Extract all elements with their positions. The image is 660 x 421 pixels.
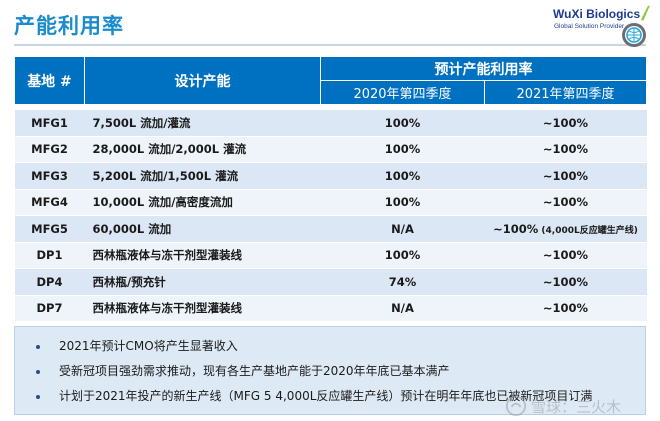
q4-2021-note: (4,000L反应罐生产线) bbox=[538, 225, 638, 236]
capacity-table: 基地 # 设计产能 预计产能利用率 2020年第四季度 2021年第四季度 MF… bbox=[14, 56, 647, 322]
design-cell: 西林瓶液体与冻干剂型灌装线 bbox=[84, 242, 321, 269]
q4-2020-cell: N/A bbox=[320, 295, 485, 322]
q4-2021-cell: ~100% bbox=[484, 189, 647, 216]
q4-2020-cell: 100% bbox=[320, 242, 485, 269]
site-cell: MFG1 bbox=[14, 109, 85, 137]
bullet-dot-icon bbox=[36, 345, 40, 349]
list-item: 2021年预计CMO将产生显著收入 bbox=[15, 337, 645, 357]
col-header-site: 基地 # bbox=[14, 56, 85, 105]
bullet-dot-icon bbox=[36, 370, 40, 374]
table-row: DP1 西林瓶液体与冻干剂型灌装线 100% ~100% bbox=[14, 242, 647, 269]
title-divider bbox=[14, 44, 646, 46]
q4-2020-cell: 100% bbox=[320, 189, 485, 216]
table-row: MFG4 10,000L 流加/高密度流加 100% ~100% bbox=[14, 189, 647, 216]
q4-2020-cell: 74% bbox=[320, 268, 485, 296]
q4-2021-cell: ~100% bbox=[484, 268, 647, 296]
design-cell: 60,000L 流加 bbox=[84, 215, 321, 243]
watermark-text: 雪球：三火木 bbox=[531, 398, 622, 416]
notes-box: 2021年预计CMO将产生显著收入 受新冠项目强劲需求推动，现有各生产基地产能于… bbox=[14, 326, 646, 415]
logo-name: WuXi Biologics bbox=[553, 7, 641, 21]
snowball-watermark-icon bbox=[505, 395, 527, 417]
q4-2021-cell: ~100% bbox=[484, 136, 647, 163]
col-header-design: 设计产能 bbox=[84, 56, 321, 105]
q4-2020-cell: 100% bbox=[320, 136, 485, 163]
q4-2021-cell: ~100% bbox=[484, 242, 647, 269]
bullet-dot-icon bbox=[36, 395, 40, 399]
col-header-utilization: 预计产能利用率 bbox=[320, 56, 647, 81]
logo-accent-icon bbox=[640, 5, 650, 21]
note-text: 受新冠项目强劲需求推动，现有各生产基地产能于2020年年底已基本满产 bbox=[59, 364, 450, 378]
note-text: 计划于2021年投产的新生产线（MFG 5 4,000L反应罐生产线）预计在明年… bbox=[59, 389, 593, 403]
q4-2020-cell: 100% bbox=[320, 109, 485, 137]
design-cell: 7,500L 流加/灌流 bbox=[84, 109, 321, 137]
company-logo: WuXi Biologics Global Solution Provider bbox=[553, 4, 657, 48]
table-row: MFG3 5,200L 流加/1,500L 灌流 100% ~100% bbox=[14, 162, 647, 190]
list-item: 计划于2021年投产的新生产线（MFG 5 4,000L反应罐生产线）预计在明年… bbox=[15, 387, 645, 407]
globe-in-circle-icon bbox=[622, 23, 646, 47]
design-cell: 28,000L 流加/2,000L 灌流 bbox=[84, 136, 321, 163]
q4-2021-cell: ~100% bbox=[484, 162, 647, 190]
design-cell: 西林瓶/预充针 bbox=[84, 268, 321, 296]
q4-2021-cell: ~100% bbox=[484, 109, 647, 137]
site-cell: DP1 bbox=[14, 242, 85, 269]
watermark: 雪球：三火木 bbox=[505, 393, 655, 419]
site-cell: MFG3 bbox=[14, 162, 85, 190]
logo-tagline: Global Solution Provider bbox=[554, 23, 625, 30]
table-row: DP4 西林瓶/预充针 74% ~100% bbox=[14, 268, 647, 296]
col-header-q4-2020: 2020年第四季度 bbox=[320, 80, 485, 105]
list-item: 受新冠项目强劲需求推动，现有各生产基地产能于2020年年底已基本满产 bbox=[15, 362, 645, 382]
q4-2020-cell: N/A bbox=[320, 215, 485, 243]
site-cell: DP4 bbox=[14, 268, 85, 296]
q4-2020-cell: 100% bbox=[320, 162, 485, 190]
site-cell: DP7 bbox=[14, 295, 85, 322]
table-row: MFG2 28,000L 流加/2,000L 灌流 100% ~100% bbox=[14, 136, 647, 163]
col-header-q4-2021: 2021年第四季度 bbox=[484, 80, 647, 105]
q4-2021-cell: ~100% (4,000L反应罐生产线) bbox=[484, 215, 647, 243]
page-title: 产能利用率 bbox=[14, 14, 124, 38]
design-cell: 5,200L 流加/1,500L 灌流 bbox=[84, 162, 321, 190]
site-cell: MFG2 bbox=[14, 136, 85, 163]
design-cell: 10,000L 流加/高密度流加 bbox=[84, 189, 321, 216]
site-cell: MFG5 bbox=[14, 215, 85, 243]
table-row: MFG1 7,500L 流加/灌流 100% ~100% bbox=[14, 109, 647, 137]
table-row: MFG5 60,000L 流加 N/A ~100% (4,000L反应罐生产线) bbox=[14, 215, 647, 243]
note-text: 2021年预计CMO将产生显著收入 bbox=[59, 339, 238, 353]
table-row: DP7 西林瓶液体与冻干剂型灌装线 N/A ~100% bbox=[14, 295, 647, 322]
site-cell: MFG4 bbox=[14, 189, 85, 216]
q4-2021-cell: ~100% bbox=[484, 295, 647, 322]
design-cell: 西林瓶液体与冻干剂型灌装线 bbox=[84, 295, 321, 322]
